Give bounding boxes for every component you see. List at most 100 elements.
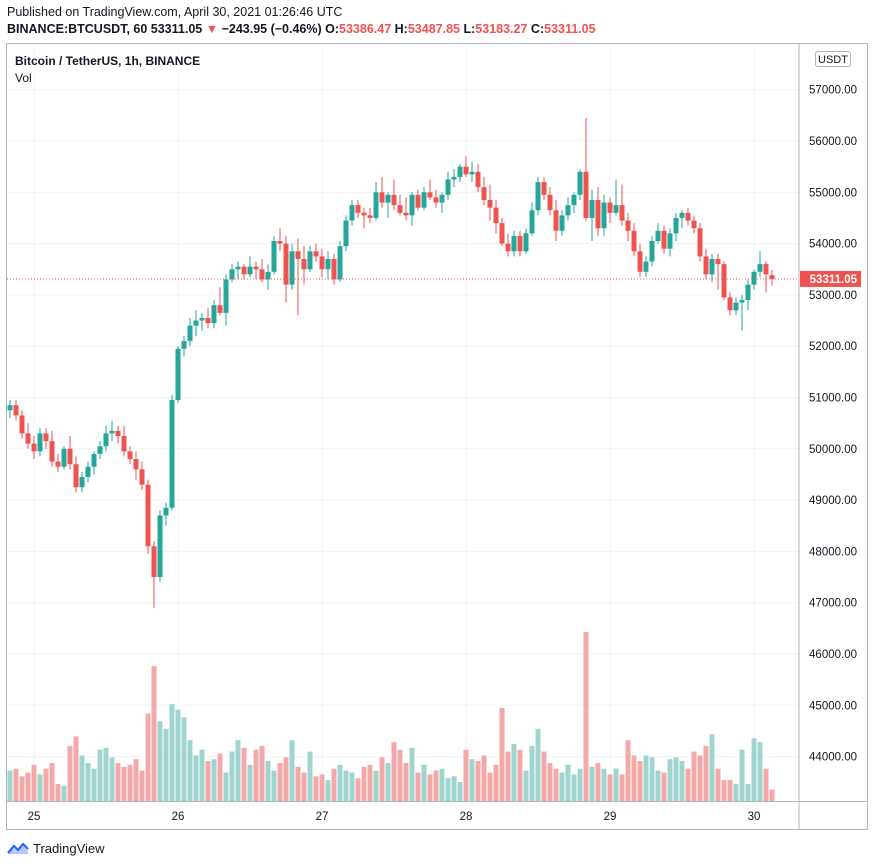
candle-body <box>121 435 127 452</box>
volume-bar <box>643 755 649 801</box>
volume-bar <box>331 768 337 801</box>
candle-body <box>367 215 373 218</box>
volume-bar <box>229 751 235 801</box>
candle-body <box>199 317 205 321</box>
volume-bar <box>511 744 517 801</box>
volume-bar <box>31 764 37 801</box>
price-tick-label: 48000.00 <box>809 546 857 558</box>
candle-body <box>427 192 433 198</box>
volume-bar <box>301 772 307 801</box>
candle-body <box>181 341 187 349</box>
price-tick-label: 53000.00 <box>809 290 857 302</box>
candle-body <box>763 264 769 275</box>
candle-body <box>19 415 25 434</box>
candle-body <box>13 405 19 416</box>
volume-bar <box>637 761 643 801</box>
volume-bar <box>499 707 505 801</box>
volume-bar <box>697 755 703 801</box>
candle-body <box>169 400 175 508</box>
candle-body <box>277 241 283 244</box>
volume-bar <box>289 740 295 801</box>
candle-body <box>541 182 547 195</box>
candle-body <box>643 261 649 272</box>
price-tick-label: 51000.00 <box>809 393 857 405</box>
volume-bar <box>739 749 745 801</box>
candle-body <box>601 202 607 229</box>
volume-bar <box>745 783 751 801</box>
candle-body <box>703 256 709 275</box>
candles <box>7 117 775 608</box>
candle-body <box>67 448 73 465</box>
symbol-line: BINANCE:BTCUSDT, 60 <box>7 22 148 36</box>
volume-bar <box>349 772 355 801</box>
close-label: C: <box>530 22 545 36</box>
candle-body <box>451 176 457 180</box>
candle-body <box>625 220 631 231</box>
candle-body <box>307 251 313 270</box>
candle-body <box>385 194 391 203</box>
volume-bar <box>55 783 61 801</box>
volume-bar <box>79 755 85 801</box>
volume-bar <box>475 761 481 801</box>
price-tick-label: 50000.00 <box>809 444 857 456</box>
candle-body <box>331 258 337 280</box>
price-tick-label: 46000.00 <box>809 649 857 661</box>
candle-body <box>163 507 169 516</box>
candle-body <box>205 317 211 324</box>
candle-body <box>373 192 379 218</box>
close-value: 53311.05 <box>544 22 596 36</box>
volume-bar <box>343 770 349 801</box>
volume-bar <box>49 763 55 801</box>
candle-body <box>91 453 97 467</box>
tradingview-logo-icon <box>7 842 29 854</box>
volume-bar <box>25 772 31 801</box>
candle-body <box>751 271 757 285</box>
volume-bar <box>169 704 175 801</box>
time-axis: 25 26 27 28 29 30 <box>28 811 761 823</box>
candle-body <box>487 199 493 208</box>
volume-bar <box>469 759 475 801</box>
candle-body <box>73 464 79 488</box>
volume-bar <box>37 774 43 801</box>
candle-body <box>175 348 181 401</box>
volume-bar <box>7 770 13 801</box>
volume-bar <box>97 749 103 801</box>
candle-body <box>721 264 727 298</box>
candle-body <box>139 469 145 485</box>
candle-body <box>559 215 565 231</box>
volume-bar <box>319 774 325 801</box>
currency-badge[interactable]: USDT <box>815 51 851 67</box>
candle-body <box>613 205 619 213</box>
chart-grid <box>7 44 868 830</box>
volume-bar <box>295 766 301 801</box>
candle-body <box>187 325 193 342</box>
chart-legend: Bitcoin / TetherUS, 1h, BINANCE Vol <box>15 53 200 87</box>
volume-bar <box>109 757 115 801</box>
candle-body <box>7 405 13 411</box>
candle-body <box>439 194 445 203</box>
volume-bar <box>325 780 331 801</box>
volume-bar <box>757 742 763 801</box>
candle-body <box>25 433 31 444</box>
brand-label: TradingView <box>33 841 105 856</box>
volume-bar <box>709 734 715 801</box>
candle-body <box>247 266 253 275</box>
volume-bar <box>133 759 139 801</box>
footer-brand[interactable]: TradingView <box>7 841 105 856</box>
volume-bar <box>535 728 541 801</box>
candle-body <box>571 194 577 206</box>
volume-label: Vol <box>15 71 32 85</box>
published-line: Published on TradingView.com, April 30, … <box>7 5 343 19</box>
volume-bar <box>607 774 613 801</box>
candle-body <box>97 446 103 454</box>
volume-bar <box>277 763 283 801</box>
volume-bar <box>211 759 217 801</box>
candle-body <box>673 217 679 234</box>
volume-bar <box>445 778 451 801</box>
candle-body <box>517 235 523 252</box>
volume-bar <box>595 763 601 801</box>
candle-body <box>661 230 667 249</box>
volume-bar <box>115 763 121 801</box>
candle-body <box>271 241 277 272</box>
